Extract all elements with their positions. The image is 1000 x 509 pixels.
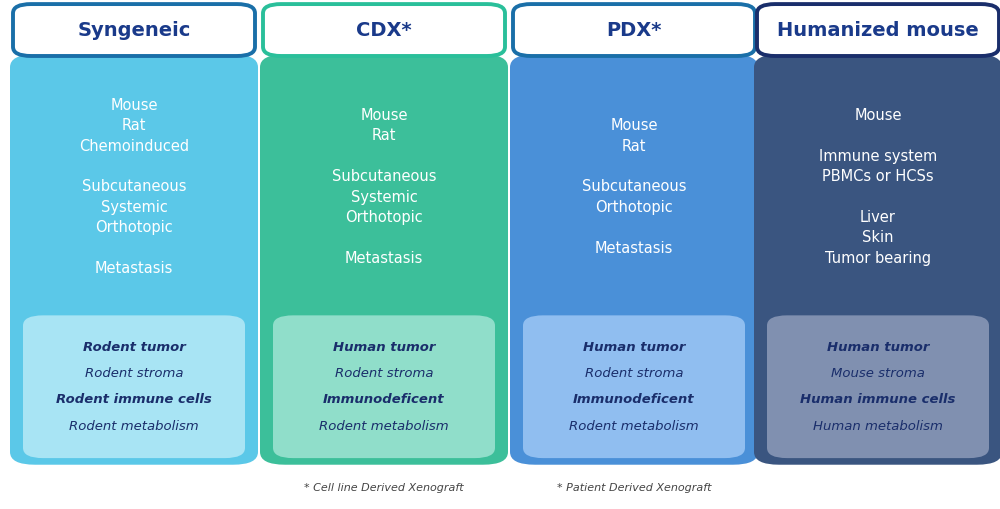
Text: Syngeneic: Syngeneic: [77, 20, 191, 40]
Text: Immunodeficent: Immunodeficent: [573, 393, 695, 407]
Text: PDX*: PDX*: [606, 20, 662, 40]
Text: Mouse
Rat

Subcutaneous
Systemic
Orthotopic

Metastasis: Mouse Rat Subcutaneous Systemic Orthotop…: [332, 108, 436, 266]
Text: Rodent metabolism: Rodent metabolism: [69, 420, 199, 433]
Text: Mouse
Rat
Chemoinduced

Subcutaneous
Systemic
Orthotopic

Metastasis: Mouse Rat Chemoinduced Subcutaneous Syst…: [79, 98, 189, 276]
Text: Human tumor: Human tumor: [827, 341, 929, 354]
Text: Mouse

Immune system
PBMCs or HCSs

Liver
Skin
Tumor bearing: Mouse Immune system PBMCs or HCSs Liver …: [819, 108, 937, 266]
FancyBboxPatch shape: [757, 4, 999, 56]
Text: Rodent metabolism: Rodent metabolism: [319, 420, 449, 433]
FancyBboxPatch shape: [23, 316, 245, 458]
Text: Rodent metabolism: Rodent metabolism: [569, 420, 699, 433]
Text: Humanized mouse: Humanized mouse: [777, 20, 979, 40]
FancyBboxPatch shape: [767, 316, 989, 458]
FancyBboxPatch shape: [523, 316, 745, 458]
FancyBboxPatch shape: [263, 4, 505, 56]
Text: Rodent stroma: Rodent stroma: [335, 367, 433, 380]
Text: Rodent tumor: Rodent tumor: [83, 341, 185, 354]
Text: * Cell line Derived Xenograft: * Cell line Derived Xenograft: [304, 483, 464, 493]
Text: Mouse stroma: Mouse stroma: [831, 367, 925, 380]
Text: Human immune cells: Human immune cells: [800, 393, 956, 407]
Text: CDX*: CDX*: [356, 20, 412, 40]
Text: * Patient Derived Xenograft: * Patient Derived Xenograft: [557, 483, 711, 493]
FancyBboxPatch shape: [273, 316, 495, 458]
Text: Human metabolism: Human metabolism: [813, 420, 943, 433]
FancyBboxPatch shape: [513, 4, 755, 56]
Text: Rodent immune cells: Rodent immune cells: [56, 393, 212, 407]
FancyBboxPatch shape: [10, 54, 258, 465]
FancyBboxPatch shape: [13, 4, 255, 56]
Text: Rodent stroma: Rodent stroma: [585, 367, 683, 380]
FancyBboxPatch shape: [754, 54, 1000, 465]
Text: Rodent stroma: Rodent stroma: [85, 367, 183, 380]
Text: Human tumor: Human tumor: [583, 341, 685, 354]
Text: Mouse
Rat

Subcutaneous
Orthotopic

Metastasis: Mouse Rat Subcutaneous Orthotopic Metast…: [582, 118, 686, 256]
Text: Immunodeficent: Immunodeficent: [323, 393, 445, 407]
FancyBboxPatch shape: [510, 54, 758, 465]
FancyBboxPatch shape: [260, 54, 508, 465]
Text: Human tumor: Human tumor: [333, 341, 435, 354]
